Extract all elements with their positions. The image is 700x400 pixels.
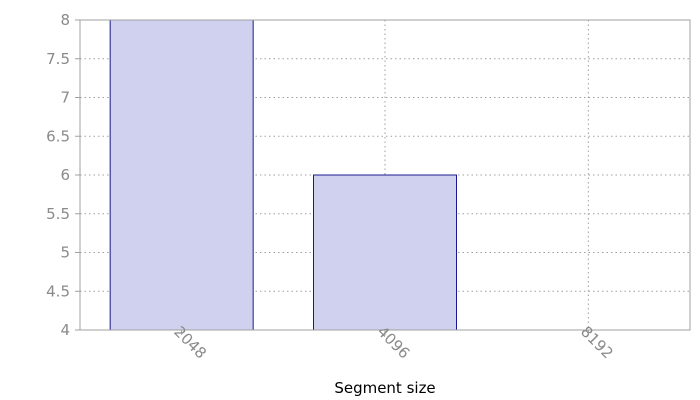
y-tick-label: 5: [60, 244, 70, 262]
y-tick-label: 4.5: [46, 282, 70, 300]
y-tick-label: 6.5: [46, 127, 70, 145]
axes: [75, 19, 691, 335]
bar-4096: [313, 174, 457, 331]
bars: [109, 19, 457, 331]
y-tick-label: 4: [60, 321, 70, 339]
plot-border: [79, 19, 691, 331]
y-tick-label: 6: [60, 166, 70, 184]
y-tick-label: 7.5: [46, 50, 70, 68]
y-tick-label: 5.5: [46, 205, 70, 223]
x-axis-title: Segment size: [334, 379, 435, 397]
bar-2048: [109, 19, 254, 331]
y-tick-label: 8: [60, 11, 70, 29]
y-tick-labels: 4 4.5 5 5.5 6 6.5 7 7.5 8: [46, 11, 70, 339]
y-tick-label: 7: [60, 89, 70, 107]
